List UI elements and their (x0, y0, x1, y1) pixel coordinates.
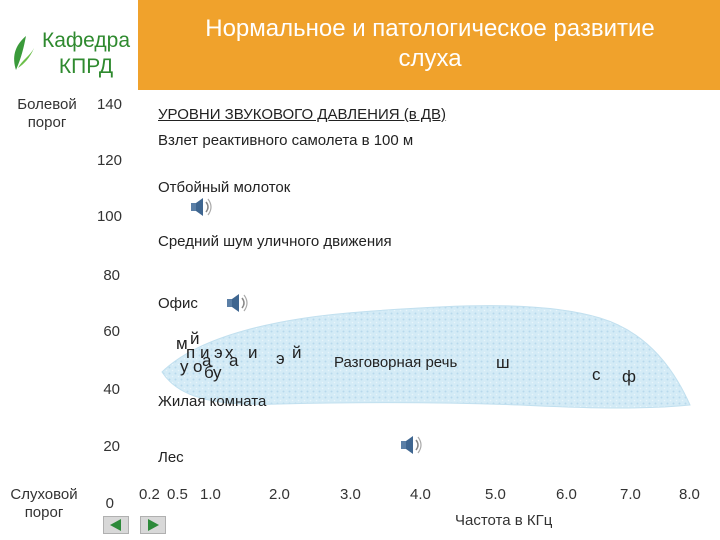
level-label-jackhammer: Отбойный молоток (158, 179, 291, 196)
speaker-icon[interactable] (188, 195, 214, 219)
phoneme-label: ф (622, 367, 636, 386)
arrow-left-icon (110, 519, 121, 531)
y-tick: 0 (105, 495, 114, 512)
x-tick: 1.0 (200, 486, 221, 503)
x-tick: 6.0 (556, 486, 577, 503)
slide-title: Нормальное и патологическое развитие слу… (205, 15, 655, 72)
phoneme-label: э (276, 349, 285, 368)
y-tick: 80 (103, 267, 120, 284)
y-tick: 60 (103, 323, 120, 340)
y-tick: 100 (96, 208, 122, 225)
y-tick: 120 (96, 152, 122, 169)
x-tick: 0.5 (167, 486, 188, 503)
next-slide-button[interactable] (140, 516, 166, 534)
phoneme-label: ш (496, 353, 510, 372)
x-tick: 8.0 (679, 486, 700, 503)
phoneme-label: б (204, 363, 214, 382)
phoneme-label: и (248, 343, 258, 362)
pain-threshold-label: Болевой порог (17, 96, 77, 131)
level-label-living-room: Жилая комната (158, 393, 267, 410)
hearing-threshold-label: Слуховой порог (10, 486, 78, 521)
phoneme-label: у (180, 357, 189, 376)
level-label-traffic: Средний шум уличного движения (158, 233, 392, 250)
department-logo-text: Кафедра КПРД (41, 29, 131, 78)
y-tick: 20 (103, 438, 120, 455)
level-label-speech: Разговорная речь (334, 354, 458, 371)
phoneme-label: х (225, 343, 234, 362)
x-tick: 5.0 (485, 486, 506, 503)
level-label-jet: Взлет реактивного самолета в 100 м (158, 132, 414, 149)
x-tick: 7.0 (620, 486, 641, 503)
speaker-icon[interactable] (224, 291, 250, 315)
phoneme-label: и (200, 343, 210, 362)
phoneme-label: о (193, 357, 203, 376)
phoneme-label: а (229, 351, 239, 370)
title-banner (138, 0, 720, 90)
levels-heading: УРОВНИ ЗВУКОВОГО ДАВЛЕНИЯ (в ДВ) (158, 106, 447, 123)
phoneme-label: у (213, 363, 222, 382)
level-label-forest: Лес (158, 449, 184, 466)
phoneme-label: а (202, 351, 212, 370)
phoneme-label: с (592, 365, 601, 384)
prev-slide-button[interactable] (103, 516, 129, 534)
x-tick: 2.0 (269, 486, 290, 503)
speaker-icon[interactable] (398, 433, 424, 457)
x-tick: 0.2 (139, 486, 160, 503)
y-tick: 140 (96, 96, 122, 113)
leaf-icon (14, 36, 34, 70)
x-tick: 3.0 (340, 486, 361, 503)
y-tick: 40 (103, 381, 120, 398)
phoneme-label: й (190, 329, 200, 348)
level-label-office: Офис (158, 295, 198, 312)
phoneme-label: й (292, 343, 302, 362)
x-tick: 4.0 (410, 486, 431, 503)
phoneme-label: п (186, 343, 196, 362)
phoneme-label: э (214, 343, 223, 362)
x-axis-label: Частота в КГц (455, 512, 553, 529)
arrow-right-icon (148, 519, 159, 531)
phoneme-label: м (176, 334, 188, 353)
